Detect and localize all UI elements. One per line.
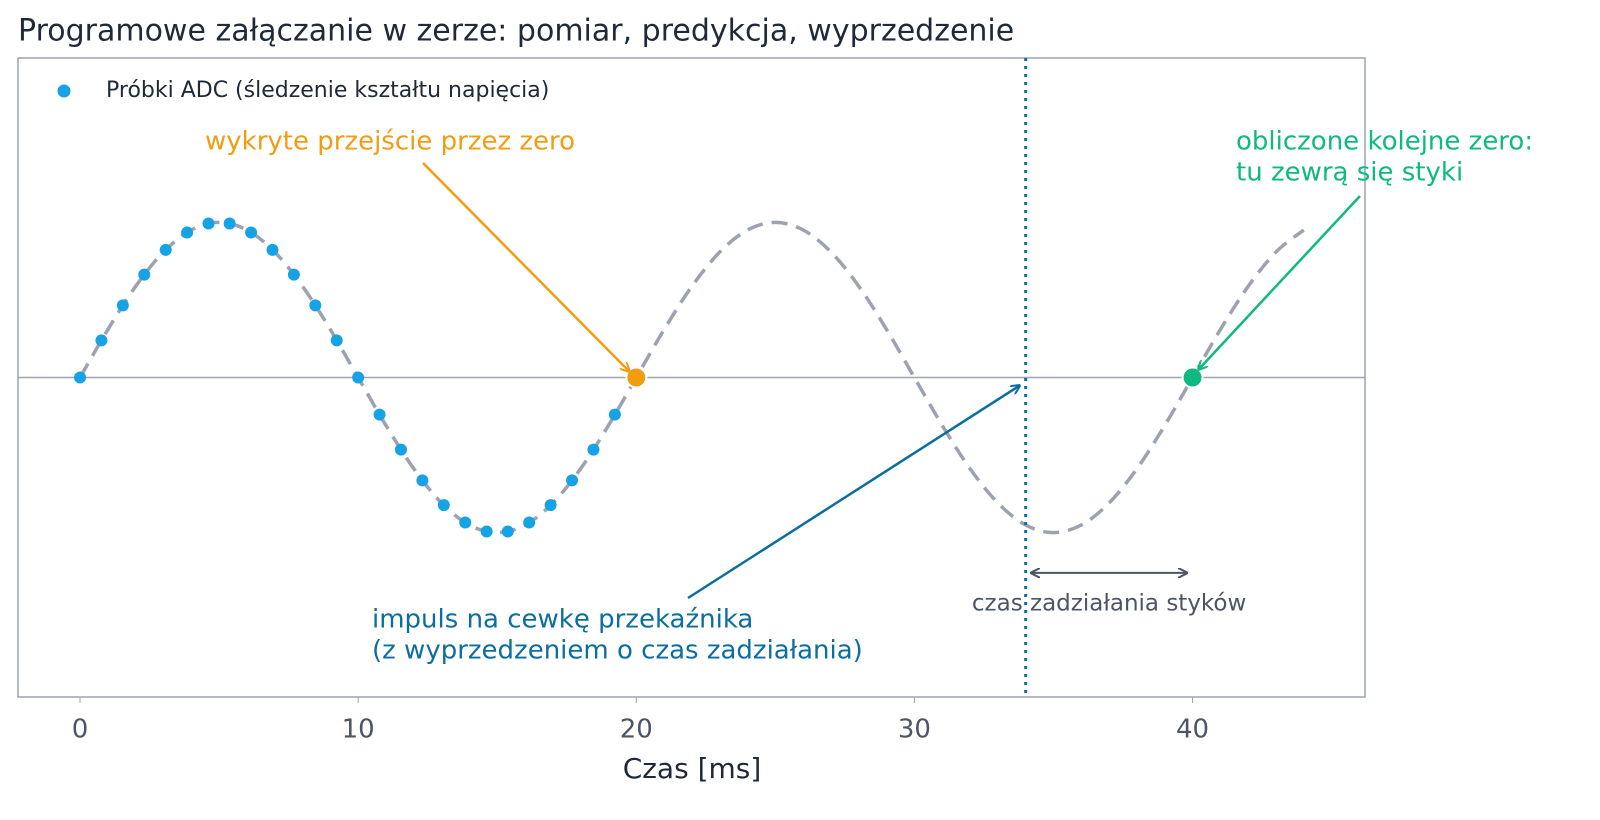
adc-sample <box>95 334 108 347</box>
annotation-text: (z wyprzedzeniem o czas zadziałania) <box>372 636 863 666</box>
adc-sample <box>608 408 621 421</box>
adc-sample <box>480 525 493 538</box>
adc-sample <box>74 371 87 384</box>
adc-sample <box>223 217 236 230</box>
adc-sample <box>394 443 407 456</box>
adc-sample <box>416 474 429 487</box>
chart-title: Programowe załączanie w zerze: pomiar, p… <box>18 14 1014 49</box>
adc-sample <box>373 408 386 421</box>
x-axis-label: Czas [ms] <box>623 752 762 785</box>
adc-sample <box>245 226 258 239</box>
adc-sample <box>352 371 365 384</box>
adc-sample <box>459 516 472 529</box>
adc-sample <box>437 499 450 512</box>
adc-sample <box>330 334 343 347</box>
zero-marker <box>1181 366 1204 389</box>
annotation-text: tu zewrą się styki <box>1236 158 1463 188</box>
adc-sample <box>159 243 172 256</box>
x-tick-label: 20 <box>620 715 653 745</box>
x-tick-label: 0 <box>72 715 89 745</box>
annotation-text: wykryte przejście przez zero <box>205 127 575 157</box>
annotation-arrow <box>1199 195 1361 370</box>
adc-sample <box>138 268 151 281</box>
adc-sample <box>202 217 215 230</box>
adc-sample <box>309 299 322 312</box>
legend-marker <box>57 84 71 98</box>
adc-sample <box>501 525 514 538</box>
span-label: czas zadziałania styków <box>972 590 1246 616</box>
adc-sample <box>587 443 600 456</box>
x-tick-label: 30 <box>898 715 931 745</box>
adc-sample <box>181 226 194 239</box>
annotation-arrow <box>687 386 1020 600</box>
adc-sample <box>116 299 129 312</box>
adc-sample <box>544 499 557 512</box>
adc-sample <box>287 268 300 281</box>
x-tick-label: 40 <box>1176 715 1209 745</box>
x-tick-label: 10 <box>342 715 375 745</box>
predicted-curve <box>78 220 1305 535</box>
annotation-text: obliczone kolejne zero: <box>1236 127 1533 157</box>
annotation-arrow <box>422 162 629 372</box>
annotation-text: impuls na cewkę przekaźnika <box>372 605 753 635</box>
adc-sample <box>266 243 279 256</box>
adc-sample <box>566 474 579 487</box>
legend-label: Próbki ADC (śledzenie kształtu napięcia) <box>106 78 549 103</box>
adc-sample <box>523 516 536 529</box>
